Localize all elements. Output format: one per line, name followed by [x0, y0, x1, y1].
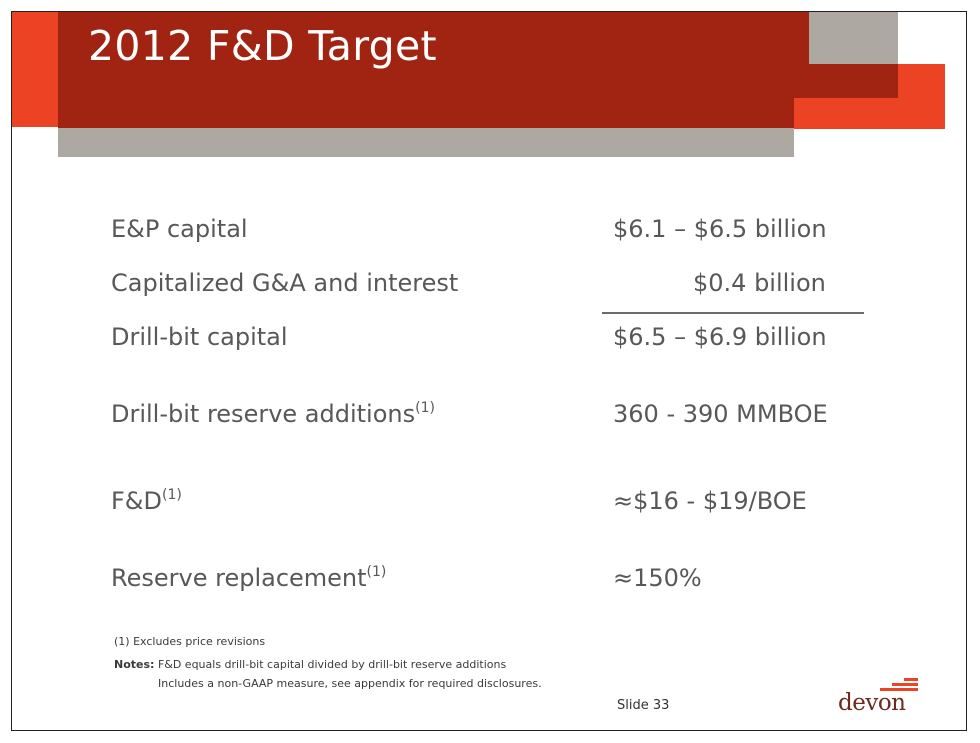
notes-line-1: Notes: F&D equals drill-bit capital divi… [114, 658, 506, 671]
row-label-text: F&D [111, 487, 162, 515]
slide-number: Slide 33 [617, 698, 670, 713]
header-orange-block-left [12, 12, 60, 127]
row-label-text: Reserve replacement [111, 564, 367, 592]
notes-label: Notes: [114, 658, 155, 671]
footnote-1: (1) Excludes price revisions [114, 635, 266, 648]
sum-rule [602, 312, 864, 314]
header-title-band [58, 12, 894, 128]
slide: 2012 F&D Target E&P capital $6.1 – $6.5 … [11, 11, 967, 731]
header-darkred-notch [794, 64, 898, 98]
row-label-capitalized-ga: Capitalized G&A and interest [111, 269, 458, 297]
row-label-fd: F&D(1) [111, 487, 182, 515]
logo-wordmark: devon [838, 690, 906, 716]
notes-text-1: F&D equals drill-bit capital divided by … [157, 658, 507, 671]
row-label-text: Drill-bit reserve additions [111, 400, 416, 428]
slide-title: 2012 F&D Target [88, 22, 437, 70]
row-label-reserve-replacement: Reserve replacement(1) [111, 564, 386, 592]
row-label-text: Drill-bit capital [111, 323, 288, 351]
footnote-marker: (1) [415, 400, 435, 416]
footnote-marker: (1) [366, 564, 387, 580]
row-value-reserve-additions: 360 - 390 MMBOE [613, 400, 828, 428]
header-gray-bar [58, 127, 794, 157]
row-value-drill-bit-capital: $6.5 – $6.9 billion [613, 323, 827, 351]
devon-logo: devon [838, 678, 918, 718]
row-label-text: E&P capital [111, 215, 248, 243]
notes-line-2: Includes a non-GAAP measure, see appendi… [158, 677, 542, 690]
row-label-text: Capitalized G&A and interest [111, 269, 459, 297]
row-value-capitalized-ga: $0.4 billion [693, 269, 826, 297]
row-label-ep-capital: E&P capital [111, 215, 248, 243]
row-label-reserve-additions: Drill-bit reserve additions(1) [111, 400, 435, 428]
header-gray-block-right [809, 12, 898, 64]
row-value-fd: ≈$16 - $19/BOE [613, 487, 807, 515]
footnote-marker: (1) [162, 487, 182, 503]
row-value-reserve-replacement: ≈150% [613, 564, 702, 592]
row-value-ep-capital: $6.1 – $6.5 billion [613, 215, 827, 243]
row-label-drill-bit-capital: Drill-bit capital [111, 323, 288, 351]
logo-bars-icon [880, 678, 918, 692]
